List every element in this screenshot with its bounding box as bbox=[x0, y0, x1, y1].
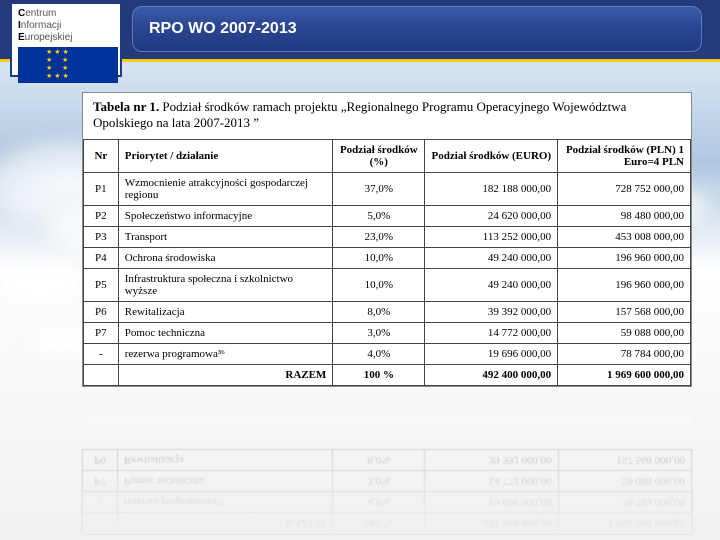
cell-pln: 196 960 000,00 bbox=[558, 269, 691, 302]
col-eur: Podział środków (EURO) bbox=[425, 140, 558, 173]
cell-eur: 113 252 000,00 bbox=[425, 227, 558, 248]
table-row: P5Infrastruktura społeczna i szkolnictwo… bbox=[84, 269, 691, 302]
cell-nr: P3 bbox=[84, 227, 119, 248]
cell-pct: 10,0% bbox=[333, 248, 425, 269]
reflection-fade bbox=[82, 414, 692, 534]
cell-eur: 49 240 000,00 bbox=[425, 269, 558, 302]
cell-eur: 14 772 000,00 bbox=[425, 323, 558, 344]
cell-eur: 49 240 000,00 bbox=[425, 248, 558, 269]
cell-nr: P7 bbox=[84, 323, 119, 344]
cell-pln: 78 784 000,00 bbox=[558, 344, 691, 365]
cell-pln: 98 480 000,00 bbox=[558, 206, 691, 227]
cell-pct: 37,0% bbox=[333, 173, 425, 206]
cell-pln: 157 568 000,00 bbox=[558, 302, 691, 323]
funds-table: Nr Priorytet / działanie Podział środków… bbox=[83, 139, 691, 386]
cell-pln: 196 960 000,00 bbox=[558, 248, 691, 269]
cell-pln: 728 752 000,00 bbox=[558, 173, 691, 206]
cell-pln: 59 088 000,00 bbox=[558, 323, 691, 344]
cell-eur: 24 620 000,00 bbox=[425, 206, 558, 227]
cell-pct: 100 % bbox=[333, 365, 425, 386]
title-bar: RPO WO 2007-2013 bbox=[132, 6, 702, 52]
caption-text: Podział środków ramach projektu „Regiona… bbox=[93, 99, 626, 130]
cell-name: RAZEM bbox=[118, 365, 333, 386]
table-total-row: RAZEM100 %492 400 000,001 969 600 000,00 bbox=[84, 365, 691, 386]
cell-pct: 4,0% bbox=[333, 344, 425, 365]
cell-name: Rewitalizacja bbox=[118, 302, 333, 323]
eu-flag-icon bbox=[18, 47, 118, 83]
cell-name: Transport bbox=[118, 227, 333, 248]
cell-pct: 3,0% bbox=[333, 323, 425, 344]
cell-eur: 492 400 000,00 bbox=[425, 365, 558, 386]
table-row: P3Transport23,0%113 252 000,00453 008 00… bbox=[84, 227, 691, 248]
col-nr: Nr bbox=[84, 140, 119, 173]
caption-label: Tabela nr 1. bbox=[93, 99, 159, 114]
cell-eur: 39 392 000,00 bbox=[425, 302, 558, 323]
table-row: P7Pomoc techniczna3,0%14 772 000,0059 08… bbox=[84, 323, 691, 344]
cell-pct: 8,0% bbox=[333, 302, 425, 323]
cell-nr bbox=[84, 365, 119, 386]
cell-pln: 1 969 600 000,00 bbox=[558, 365, 691, 386]
logo-word: entrum bbox=[25, 8, 56, 19]
cell-nr: P4 bbox=[84, 248, 119, 269]
data-table-panel: Tabela nr 1. Podział środków ramach proj… bbox=[82, 92, 692, 387]
logo-letter: E bbox=[18, 32, 25, 43]
table-header-row: Nr Priorytet / działanie Podział środków… bbox=[84, 140, 691, 173]
cell-nr: P5 bbox=[84, 269, 119, 302]
cell-name: Wzmocnienie atrakcyjności gospodarczej r… bbox=[118, 173, 333, 206]
col-pct: Podział środków (%) bbox=[333, 140, 425, 173]
logo-box: Centrum Informacji Europejskiej bbox=[10, 2, 122, 77]
cell-pct: 5,0% bbox=[333, 206, 425, 227]
cell-pct: 23,0% bbox=[333, 227, 425, 248]
cell-pln: 453 008 000,00 bbox=[558, 227, 691, 248]
table-row: P4Ochrona środowiska10,0%49 240 000,0019… bbox=[84, 248, 691, 269]
cell-nr: P1 bbox=[84, 173, 119, 206]
table-row: P1Wzmocnienie atrakcyjności gospodarczej… bbox=[84, 173, 691, 206]
cell-name: Ochrona środowiska bbox=[118, 248, 333, 269]
logo-text: Centrum Informacji Europejskiej bbox=[18, 8, 114, 44]
cell-nr: P2 bbox=[84, 206, 119, 227]
cell-name: Społeczeństwo informacyjne bbox=[118, 206, 333, 227]
logo-word: nformacji bbox=[21, 20, 62, 31]
table-caption: Tabela nr 1. Podział środków ramach proj… bbox=[83, 93, 691, 139]
table-row: -rezerwa programowa³⁶4,0%19 696 000,0078… bbox=[84, 344, 691, 365]
cell-nr: P6 bbox=[84, 302, 119, 323]
cell-eur: 19 696 000,00 bbox=[425, 344, 558, 365]
cell-name: rezerwa programowa³⁶ bbox=[118, 344, 333, 365]
page-title: RPO WO 2007-2013 bbox=[149, 20, 297, 38]
table-row: P6Rewitalizacja8,0%39 392 000,00157 568 … bbox=[84, 302, 691, 323]
cell-eur: 182 188 000,00 bbox=[425, 173, 558, 206]
cell-name: Infrastruktura społeczna i szkolnictwo w… bbox=[118, 269, 333, 302]
col-pln: Podział środków (PLN) 1 Euro=4 PLN bbox=[558, 140, 691, 173]
slide-header: Centrum Informacji Europejskiej RPO WO 2… bbox=[0, 0, 720, 62]
col-name: Priorytet / działanie bbox=[118, 140, 333, 173]
table-row: P2Społeczeństwo informacyjne5,0%24 620 0… bbox=[84, 206, 691, 227]
cell-name: Pomoc techniczna bbox=[118, 323, 333, 344]
cell-pct: 10,0% bbox=[333, 269, 425, 302]
cell-nr: - bbox=[84, 344, 119, 365]
logo-word: uropejskiej bbox=[25, 32, 73, 43]
bg-cloud bbox=[0, 260, 90, 310]
